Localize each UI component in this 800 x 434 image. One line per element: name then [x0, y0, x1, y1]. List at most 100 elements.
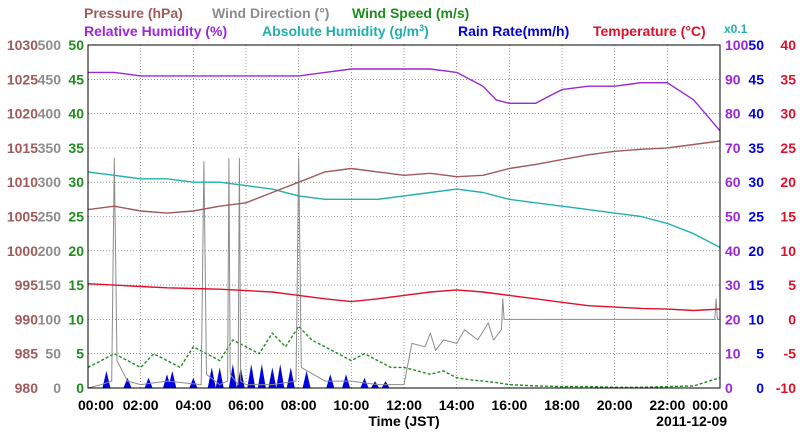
rain-rate-spike	[257, 363, 266, 388]
grid	[88, 45, 720, 388]
x-tick-label: 06:00	[228, 397, 264, 413]
legend-rain-scale-note: x0.1	[724, 22, 748, 36]
y-tick-wind-direction: 150	[38, 277, 62, 293]
series-line-wind-direction	[87, 157, 720, 389]
y-tick-wind-speed: 35	[68, 140, 84, 156]
legend-absolute-humidity-sup: 3	[419, 23, 424, 33]
y-tick-temperature: 25	[780, 140, 796, 156]
series-line-relative-humidity	[88, 68, 721, 132]
y-axes: 1030102510201015101010051000995990985980…	[7, 37, 796, 396]
x-tick-label: 14:00	[439, 397, 475, 413]
y-tick-wind-speed: 15	[68, 277, 84, 293]
y-tick-pressure: 985	[15, 346, 39, 362]
y-tick-wind-direction: 400	[38, 106, 62, 122]
y-tick-wind-direction: 250	[38, 209, 62, 225]
series-absolute-humidity	[87, 171, 721, 249]
y-tick-wind-speed: 20	[68, 243, 84, 259]
series-rain-rate	[102, 363, 390, 388]
y-tick-relative-humidity: 20	[725, 311, 741, 327]
series-layer	[87, 68, 721, 389]
y-tick-rain-rate: 40	[748, 106, 764, 122]
y-tick-wind-speed: 40	[68, 106, 84, 122]
y-tick-relative-humidity: 70	[725, 140, 741, 156]
legend-wind-direction: Wind Direction (°)	[212, 5, 329, 21]
y-tick-temperature: 40	[780, 37, 796, 53]
y-tick-wind-speed: 45	[68, 71, 84, 87]
y-tick-relative-humidity: 80	[725, 106, 741, 122]
rain-rate-spike	[286, 367, 295, 388]
series-relative-humidity	[88, 68, 721, 132]
y-tick-wind-speed: 25	[68, 209, 84, 225]
legend: Pressure (hPa) Wind Direction (°) Wind S…	[84, 5, 748, 39]
legend-wind-speed: Wind Speed (m/s)	[352, 5, 469, 21]
y-tick-rain-rate: 35	[748, 140, 764, 156]
rain-rate-spike	[102, 370, 111, 388]
x-tick-label: 02:00	[123, 397, 159, 413]
series-line-pressure	[87, 140, 721, 214]
y-tick-wind-direction: 0	[53, 380, 61, 396]
y-tick-pressure: 1005	[7, 209, 38, 225]
x-tick-label: 08:00	[281, 397, 317, 413]
y-tick-rain-rate: 25	[748, 209, 764, 225]
y-tick-relative-humidity: 60	[725, 174, 741, 190]
rain-rate-spike	[123, 377, 132, 388]
x-tick-label: 22:00	[649, 397, 685, 413]
y-tick-wind-speed: 5	[76, 346, 84, 362]
y-tick-wind-direction: 450	[38, 71, 62, 87]
x-axis-label: Time (JST)	[368, 413, 439, 429]
date-label: 2011-12-09	[656, 413, 727, 429]
rain-rate-spike	[247, 363, 256, 388]
y-tick-temperature: 15	[780, 209, 796, 225]
x-tick-label: 00:00	[692, 397, 728, 413]
legend-pressure: Pressure (hPa)	[84, 5, 183, 21]
y-tick-wind-direction: 50	[45, 346, 61, 362]
y-tick-rain-rate: 15	[748, 277, 764, 293]
series-temperature	[87, 283, 721, 312]
y-tick-relative-humidity: 10	[725, 346, 741, 362]
y-tick-rain-rate: 20	[748, 243, 764, 259]
y-tick-wind-speed: 0	[76, 380, 84, 396]
x-tick-label: 18:00	[544, 397, 580, 413]
y-tick-wind-direction: 200	[38, 243, 62, 259]
x-axis: 00:00 02:00 04:00 06:00 08:00 10:00 12:00 14:00…	[78, 397, 728, 413]
rain-rate-spike	[268, 367, 277, 388]
y-tick-pressure: 1030	[7, 37, 38, 53]
y-tick-rain-rate: 5	[756, 346, 764, 362]
series-pressure	[87, 140, 721, 214]
legend-absolute-humidity-end: )	[424, 23, 429, 39]
y-tick-pressure: 1025	[7, 71, 38, 87]
y-tick-wind-speed: 10	[68, 311, 84, 327]
y-tick-wind-direction: 100	[38, 311, 62, 327]
y-tick-rain-rate: 0	[756, 380, 764, 396]
y-tick-pressure: 1015	[7, 140, 38, 156]
rain-rate-spike	[168, 370, 177, 388]
y-tick-pressure: 1020	[7, 106, 38, 122]
y-tick-rain-rate: 10	[748, 311, 764, 327]
y-tick-wind-speed: 30	[68, 174, 84, 190]
y-tick-rain-rate: 45	[748, 71, 764, 87]
y-tick-wind-speed: 50	[68, 37, 84, 53]
plot-frame	[87, 44, 721, 389]
x-tick-label: 10:00	[333, 397, 369, 413]
x-tick-label: 20:00	[597, 397, 633, 413]
y-tick-wind-direction: 300	[38, 174, 62, 190]
legend-temperature: Temperature (°C)	[593, 23, 706, 39]
x-tick-label: 04:00	[175, 397, 211, 413]
y-tick-pressure: 1010	[7, 174, 38, 190]
legend-absolute-humidity: Absolute Humidity (g/m3)	[262, 23, 429, 39]
y-tick-pressure: 995	[15, 277, 39, 293]
y-tick-relative-humidity: 30	[725, 277, 741, 293]
legend-rain-rate: Rain Rate(mm/h)	[458, 23, 569, 39]
y-tick-temperature: 0	[788, 311, 796, 327]
rain-rate-spike	[276, 363, 285, 388]
y-tick-wind-direction: 350	[38, 140, 62, 156]
legend-relative-humidity: Relative Humidity (%)	[84, 23, 227, 39]
y-tick-wind-direction: 500	[38, 37, 62, 53]
x-tick-label: 12:00	[386, 397, 422, 413]
rain-rate-spike	[207, 367, 216, 388]
y-tick-temperature: 20	[780, 174, 796, 190]
series-wind-speed	[87, 325, 721, 388]
y-tick-pressure: 990	[15, 311, 39, 327]
y-tick-relative-humidity: 0	[725, 380, 733, 396]
